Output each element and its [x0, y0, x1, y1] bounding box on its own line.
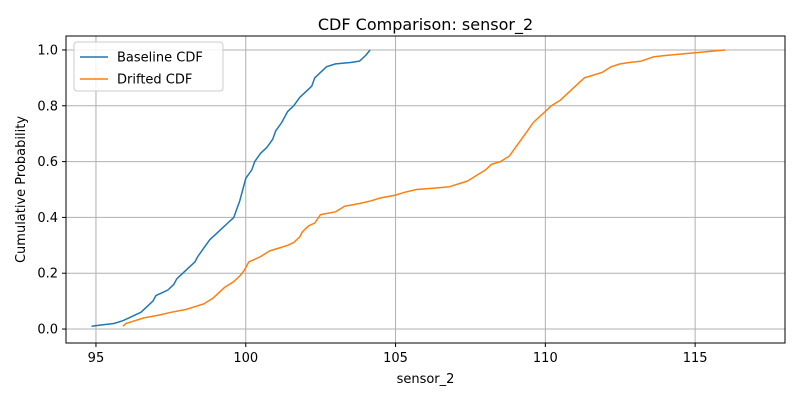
y-tick-label: 0.6	[37, 155, 58, 170]
chart-title: CDF Comparison: sensor_2	[318, 15, 533, 35]
y-tick-label: 0.8	[37, 99, 58, 114]
y-tick-label: 0.2	[37, 267, 58, 282]
y-tick-label: 1.0	[37, 43, 58, 58]
x-tick-label: 100	[233, 351, 258, 366]
x-tick-label: 115	[683, 351, 708, 366]
x-tick-label: 105	[383, 351, 408, 366]
y-tick-label: 0.4	[37, 211, 58, 226]
axis-ticks: 95 100 105 110 115 0.0 0.2 0.4 0.6 0.8 1.0	[37, 43, 707, 366]
legend-label: Drifted CDF	[117, 73, 192, 88]
series-lines	[91, 49, 726, 328]
baseline-cdf-line	[91, 49, 371, 328]
legend-label: Baseline CDF	[117, 51, 203, 66]
x-tick-label: 110	[533, 351, 558, 366]
legend: Baseline CDF Drifted CDF	[73, 41, 224, 92]
plot-frame	[65, 35, 786, 344]
x-tick-label: 95	[88, 351, 105, 366]
y-tick-label: 0.0	[37, 323, 58, 338]
x-axis-label: sensor_2	[397, 372, 455, 387]
legend-box	[73, 41, 224, 92]
drifted-cdf-line	[122, 49, 726, 327]
y-axis-label: Cumulative Probability	[14, 116, 29, 263]
